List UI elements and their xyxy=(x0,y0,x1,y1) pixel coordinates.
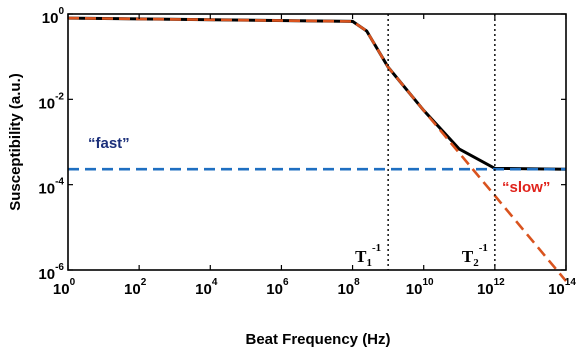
x-tick-label: 100 xyxy=(53,277,76,298)
fast-annotation: “fast” xyxy=(88,135,130,152)
y-tick-label: 10-4 xyxy=(38,177,64,198)
plot-frame xyxy=(67,13,567,271)
time-constant-markers: T1-1 T2-1 xyxy=(355,14,496,270)
vline-label-t2: T2-1 xyxy=(462,242,488,269)
y-tick-label: 100 xyxy=(42,6,65,27)
y-tick-label: 10-6 xyxy=(38,262,64,283)
series-line-total xyxy=(67,16,567,171)
y-axis-ticks: 100 10-2 10-4 10-6 xyxy=(38,6,566,283)
x-tick-label: 1010 xyxy=(406,277,434,298)
x-tick-label: 104 xyxy=(195,277,218,298)
x-tick-label: 1014 xyxy=(548,277,576,298)
series-line-slow xyxy=(67,16,567,282)
x-tick-label: 106 xyxy=(266,277,289,298)
vline-label-t1: T1-1 xyxy=(355,242,381,269)
slow-annotation: “slow” xyxy=(502,179,550,196)
x-tick-label: 108 xyxy=(337,277,360,298)
data-lines xyxy=(67,16,567,282)
x-tick-label: 1012 xyxy=(477,277,505,298)
x-axis-ticks: 100 102 104 106 108 1010 1012 1014 xyxy=(53,14,576,298)
x-tick-label: 102 xyxy=(124,277,147,298)
x-axis-title: Beat Frequency (Hz) xyxy=(245,331,390,348)
y-tick-label: 10-2 xyxy=(38,91,64,112)
y-axis-title: Susceptibility (a.u.) xyxy=(7,73,24,211)
